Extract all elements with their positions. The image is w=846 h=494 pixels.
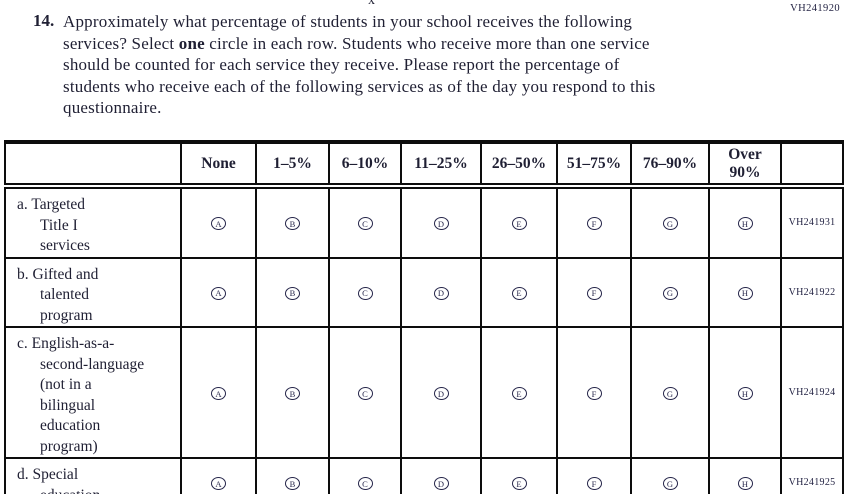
header-over-90: Over 90%: [708, 141, 782, 189]
row-b-cell-26-50: E: [480, 256, 558, 328]
header-code-column: [780, 141, 844, 189]
grid-header-row: None 1–5% 6–10% 11–25% 26–50% 51–75% 76–…: [4, 141, 844, 189]
row-d-cell-11-25: D: [400, 457, 482, 494]
row-a-code: VH241931: [780, 185, 844, 259]
header-11-25: 11–25%: [400, 141, 482, 189]
header-6-10: 6–10%: [328, 141, 402, 189]
question-accession-code: VH241920: [790, 3, 840, 14]
header-76-90: 76–90%: [630, 141, 710, 189]
row-b-option-h-circle[interactable]: H: [737, 286, 753, 300]
row-c-cell-11-25: D: [400, 326, 482, 459]
row-b-cell-over-90: H: [708, 256, 782, 328]
row-c-option-g-circle[interactable]: G: [662, 387, 678, 400]
row-c-option-a-circle[interactable]: A: [211, 387, 226, 400]
row-c-cell-76-90: G: [630, 326, 710, 459]
row-c-cell-over-90: H: [708, 326, 782, 459]
header-empty-corner: [4, 141, 182, 189]
question-text-part1: Approximately what percentage of student…: [63, 12, 633, 53]
row-d-option-f-circle[interactable]: F: [586, 477, 602, 490]
row-a-option-d-circle[interactable]: D: [433, 217, 449, 231]
row-d-code: VH241925: [780, 457, 844, 494]
row-d-option-a-circle[interactable]: A: [211, 477, 226, 490]
row-a-cell-51-75: F: [556, 185, 632, 259]
row-b-label: b. Gifted and talented program: [4, 256, 182, 328]
row-a-cell-1-5: B: [255, 185, 330, 259]
question-block: 14. Approximately what percentage of stu…: [33, 11, 738, 119]
row-c-cell-1-5: B: [255, 326, 330, 459]
row-a-cell-11-25: D: [400, 185, 482, 259]
row-b-cell-none: A: [180, 256, 257, 328]
service-row-special-education: d. Special education A B C D E F G H VH2…: [4, 457, 844, 494]
question-number: 14.: [33, 11, 55, 30]
row-a-cell-76-90: G: [630, 185, 710, 259]
row-a-cell-none: A: [180, 185, 257, 259]
row-d-option-g-circle[interactable]: G: [662, 477, 678, 490]
services-response-grid: None 1–5% 6–10% 11–25% 26–50% 51–75% 76–…: [4, 140, 844, 494]
cropped-text-fragment: x: [368, 0, 375, 8]
row-c-option-b-circle[interactable]: B: [285, 387, 300, 400]
row-c-cell-26-50: E: [480, 326, 558, 459]
question-text: Approximately what percentage of student…: [63, 11, 738, 119]
row-c-option-c-circle[interactable]: C: [357, 387, 373, 400]
row-b-option-e-circle[interactable]: E: [511, 286, 527, 300]
row-a-option-h-circle[interactable]: H: [737, 217, 753, 231]
row-c-option-h-circle[interactable]: H: [737, 387, 753, 400]
row-a-option-b-circle[interactable]: B: [285, 217, 300, 231]
row-c-code: VH241924: [780, 326, 844, 459]
row-a-cell-over-90: H: [708, 185, 782, 259]
header-26-50: 26–50%: [480, 141, 558, 189]
row-d-cell-6-10: C: [328, 457, 402, 494]
row-a-option-g-circle[interactable]: G: [662, 217, 678, 231]
row-a-option-c-circle[interactable]: C: [357, 217, 373, 231]
row-b-option-f-circle[interactable]: F: [586, 286, 602, 300]
row-d-cell-26-50: E: [480, 457, 558, 494]
row-d-cell-over-90: H: [708, 457, 782, 494]
row-b-cell-51-75: F: [556, 256, 632, 328]
row-d-option-h-circle[interactable]: H: [737, 477, 753, 490]
row-d-option-d-circle[interactable]: D: [433, 477, 449, 490]
row-b-cell-6-10: C: [328, 256, 402, 328]
service-row-targeted-title-i: a. Targeted Title I services A B C D E F…: [4, 185, 844, 259]
row-a-label: a. Targeted Title I services: [4, 185, 182, 259]
row-c-option-f-circle[interactable]: F: [586, 387, 602, 400]
row-d-option-e-circle[interactable]: E: [511, 477, 527, 490]
service-row-gifted-talented: b. Gifted and talented program A B C D E…: [4, 256, 844, 328]
row-d-cell-1-5: B: [255, 457, 330, 494]
row-c-label: c. English-as-a- second-language (not in…: [4, 326, 182, 459]
row-a-option-f-circle[interactable]: F: [586, 217, 602, 231]
row-c-option-e-circle[interactable]: E: [511, 387, 527, 400]
header-51-75: 51–75%: [556, 141, 632, 189]
row-b-option-d-circle[interactable]: D: [433, 286, 449, 300]
service-row-esl: c. English-as-a- second-language (not in…: [4, 326, 844, 459]
row-c-cell-6-10: C: [328, 326, 402, 459]
row-b-cell-1-5: B: [255, 256, 330, 328]
row-d-option-c-circle[interactable]: C: [357, 477, 373, 490]
row-b-cell-11-25: D: [400, 256, 482, 328]
row-d-label: d. Special education: [4, 457, 182, 494]
row-a-option-a-circle[interactable]: A: [211, 217, 226, 231]
row-b-option-c-circle[interactable]: C: [357, 286, 373, 300]
row-c-option-d-circle[interactable]: D: [433, 387, 449, 400]
row-d-option-b-circle[interactable]: B: [285, 477, 300, 490]
question-text-part2: circle in each row. Students who receive…: [63, 33, 656, 118]
row-b-code: VH241922: [780, 256, 844, 328]
row-a-option-e-circle[interactable]: E: [511, 217, 527, 231]
row-d-cell-76-90: G: [630, 457, 710, 494]
row-b-option-b-circle[interactable]: B: [285, 286, 300, 300]
row-c-cell-none: A: [180, 326, 257, 459]
header-1-5: 1–5%: [255, 141, 330, 189]
row-d-cell-51-75: F: [556, 457, 632, 494]
row-b-option-g-circle[interactable]: G: [662, 286, 678, 300]
row-b-cell-76-90: G: [630, 256, 710, 328]
row-a-cell-26-50: E: [480, 185, 558, 259]
row-c-cell-51-75: F: [556, 326, 632, 459]
row-d-cell-none: A: [180, 457, 257, 494]
question-text-bold-word: one: [178, 33, 205, 53]
header-none: None: [180, 141, 257, 189]
row-b-option-a-circle[interactable]: A: [211, 286, 226, 300]
row-a-cell-6-10: C: [328, 185, 402, 259]
